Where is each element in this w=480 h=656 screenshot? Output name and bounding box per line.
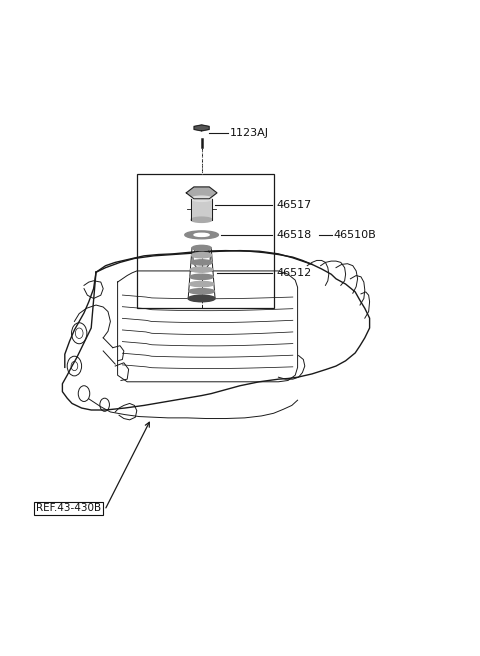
Ellipse shape [185, 231, 218, 239]
Ellipse shape [192, 253, 212, 258]
Text: 1123AJ: 1123AJ [229, 127, 268, 138]
Text: 46510B: 46510B [334, 230, 376, 240]
Ellipse shape [194, 234, 209, 236]
Text: 46518: 46518 [276, 230, 311, 240]
Polygon shape [194, 125, 209, 131]
Ellipse shape [189, 281, 214, 287]
Ellipse shape [192, 245, 211, 251]
Ellipse shape [188, 295, 215, 302]
Bar [137, 174, 274, 308]
Ellipse shape [191, 267, 213, 272]
Text: REF.43-430B: REF.43-430B [36, 503, 101, 514]
Ellipse shape [189, 289, 215, 294]
Text: 46512: 46512 [276, 268, 311, 278]
Ellipse shape [191, 260, 212, 265]
Polygon shape [186, 187, 217, 199]
Ellipse shape [188, 296, 215, 301]
Text: 46517: 46517 [276, 200, 311, 211]
Ellipse shape [191, 196, 212, 201]
Ellipse shape [190, 274, 214, 279]
Ellipse shape [191, 217, 212, 222]
Bar [191, 199, 212, 220]
